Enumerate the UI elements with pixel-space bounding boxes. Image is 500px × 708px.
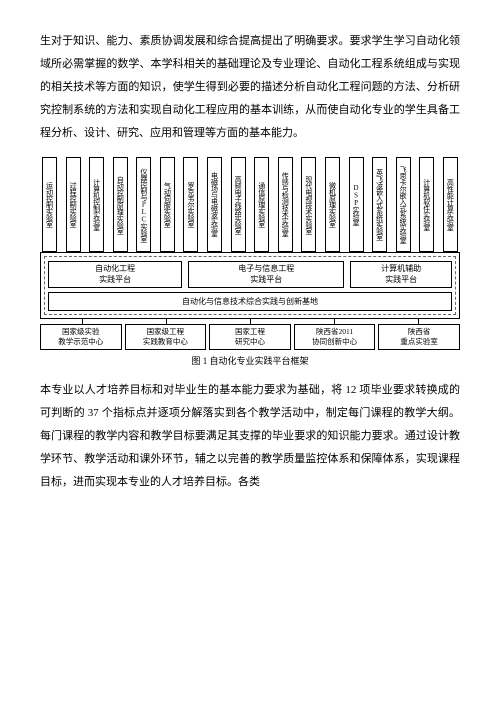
lab-box-17: 计算机软件实验室 xyxy=(419,157,434,252)
platform-row: 自动化工程实践平台 电子与信息工程实践平台 计算机辅助实践平台 xyxy=(48,261,452,288)
lab-box-5: 仪器控制与PLC实验室 xyxy=(136,157,151,252)
labs-row: 运动控制实验室过程控制实验室计算机控制实验室自动控制原理实验室仪器控制与PLC实… xyxy=(40,157,460,252)
paragraph-2: 本专业以人才培养目标和对毕业生的基本能力要求为基础，将 12 项毕业要求转换成的… xyxy=(40,379,460,494)
lab-box-4: 自动控制原理实验室 xyxy=(113,157,128,252)
center-box-5: 陕西省重点实验室 xyxy=(378,324,460,350)
lab-box-3: 计算机控制实验室 xyxy=(89,157,104,252)
lab-box-6: 气动伺服实验室 xyxy=(160,157,175,252)
center-box-3: 国家工程研究中心 xyxy=(209,324,291,350)
lab-box-8: 电磁场与电磁波实验室 xyxy=(207,157,222,252)
platform-box-3: 计算机辅助实践平台 xyxy=(350,261,452,288)
lab-box-12: 现代电视技术实验室 xyxy=(301,157,316,252)
lab-box-15: 英飞凌嵌入式系统实验室 xyxy=(372,157,387,252)
lab-box-1: 运动控制实验室 xyxy=(42,157,57,252)
center-box-2: 国家级工程实践教育中心 xyxy=(125,324,207,350)
platform-box-2: 电子与信息工程实践平台 xyxy=(188,261,344,288)
lab-box-2: 过程控制实验室 xyxy=(66,157,81,252)
figure-caption: 图 1 自动化专业实践平台框架 xyxy=(40,354,460,367)
lab-box-10: 通信原理实验室 xyxy=(254,157,269,252)
platform-box-1: 自动化工程实践平台 xyxy=(48,261,182,288)
lab-box-14: DSP实验室 xyxy=(349,157,364,252)
lab-box-7: 罗克韦尔实验室 xyxy=(183,157,198,252)
diagram-figure: 运动控制实验室过程控制实验室计算机控制实验室自动控制原理实验室仪器控制与PLC实… xyxy=(40,157,460,349)
center-box-4: 陕西省2011协同创新中心 xyxy=(294,324,376,350)
centers-row: 国家级实验教学示范中心 国家级工程实践教育中心 国家工程研究中心 陕西省2011… xyxy=(40,324,460,350)
lab-box-11: 传感与检测技术实验室 xyxy=(278,157,293,252)
lab-box-13: 微机原理实验室 xyxy=(325,157,340,252)
outer-frame: 自动化工程实践平台 电子与信息工程实践平台 计算机辅助实践平台 自动化与信息技术… xyxy=(40,252,460,319)
lab-box-9: 高频电子线路实验室 xyxy=(231,157,246,252)
dashed-frame: 自动化工程实践平台 电子与信息工程实践平台 计算机辅助实践平台 自动化与信息技术… xyxy=(44,256,456,315)
lab-box-16: 飞思卡尔嵌入式系统实验室 xyxy=(396,157,411,252)
paragraph-1: 生对于知识、能力、素质协调发展和综合提高提出了明确要求。要求学生学习自动化领域所… xyxy=(40,30,460,145)
base-box: 自动化与信息技术综合实践与创新基地 xyxy=(48,292,452,311)
lab-box-18: 高性能计算实验室 xyxy=(443,157,458,252)
center-box-1: 国家级实验教学示范中心 xyxy=(40,324,122,350)
